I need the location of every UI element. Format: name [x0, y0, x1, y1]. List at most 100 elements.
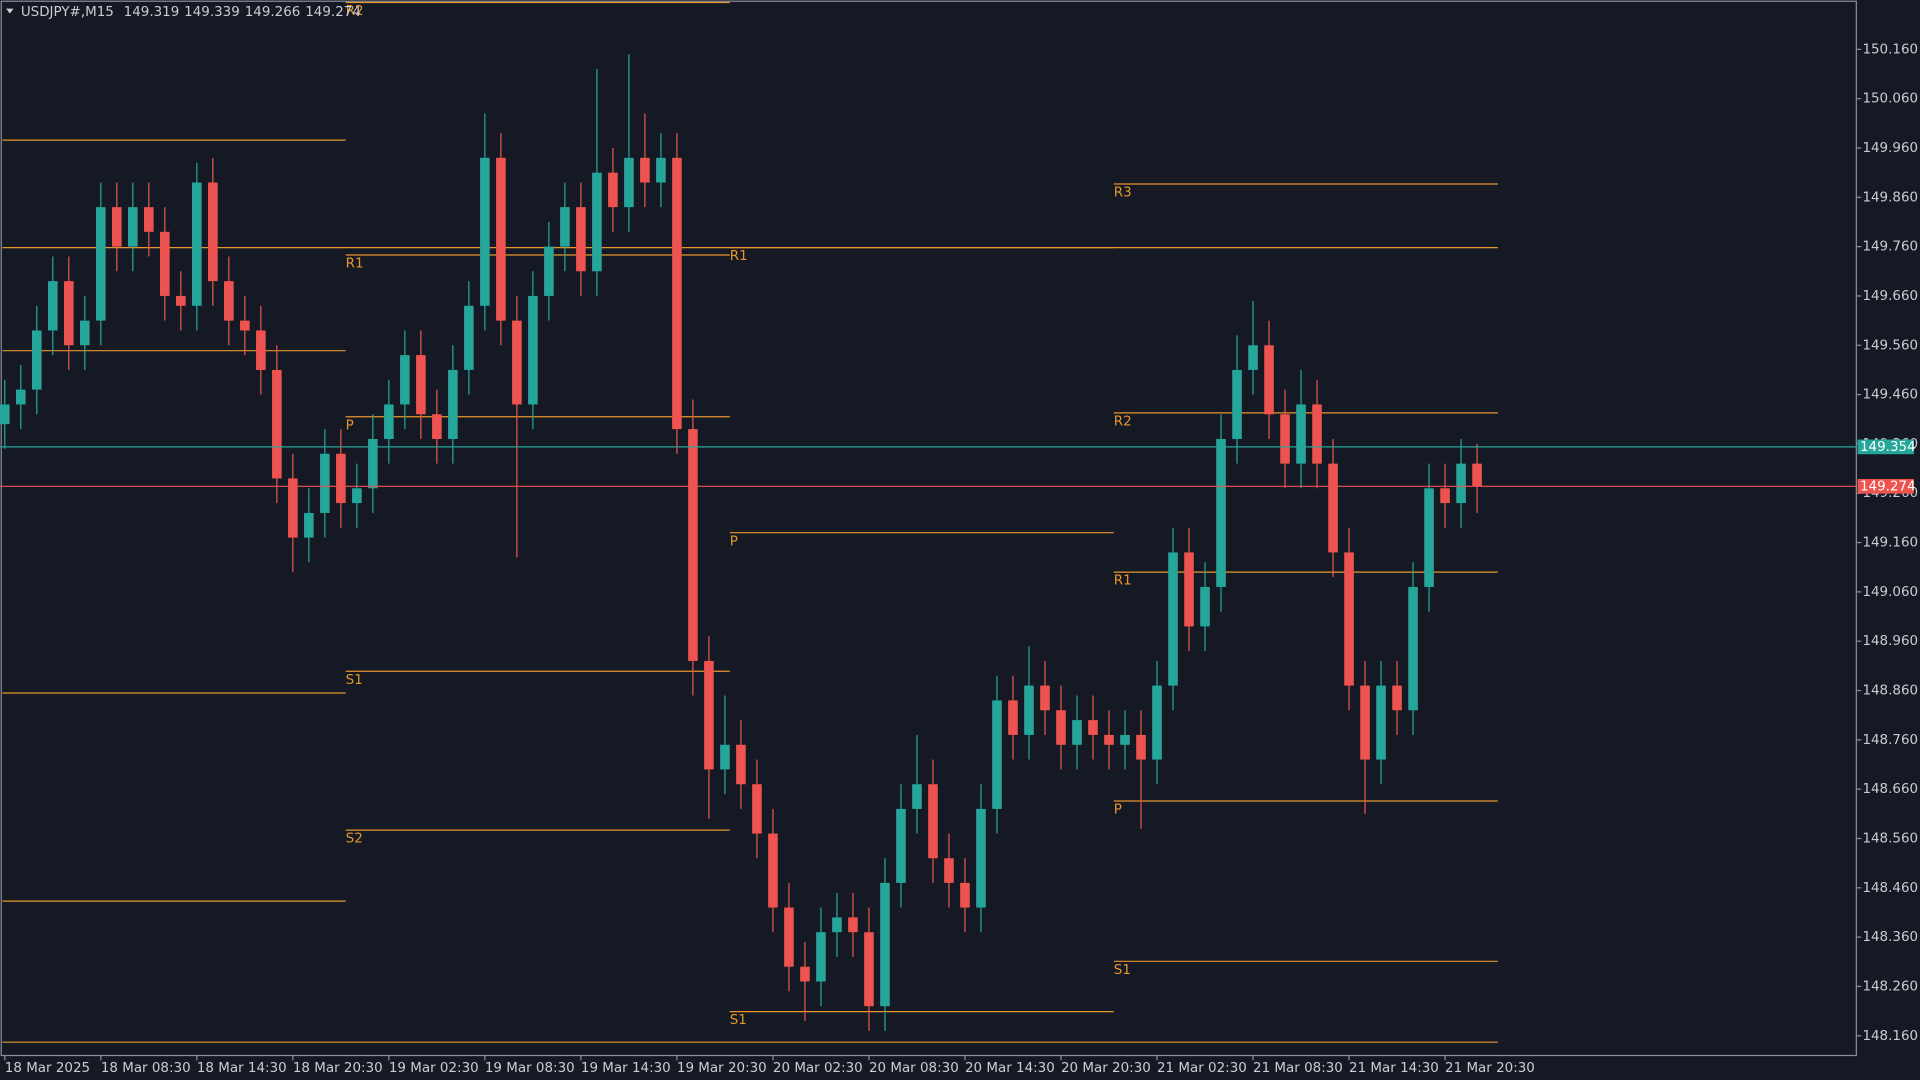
- menu-arrow[interactable]: [6, 8, 14, 14]
- y-tick-label: 148.260: [1862, 979, 1918, 994]
- candle-body: [1408, 586, 1418, 711]
- plot-frame: [0, 0, 1857, 1057]
- candle-body: [192, 182, 202, 306]
- candle-body: [0, 404, 10, 425]
- candle-body: [144, 207, 154, 232]
- candle-body: [752, 784, 762, 834]
- candle-body: [1024, 685, 1034, 735]
- y-tick-label: 148.460: [1862, 881, 1918, 896]
- candle-body: [272, 369, 282, 479]
- candle-body: [928, 784, 938, 859]
- header-high: 149.339: [184, 5, 240, 20]
- x-tick-label: 19 Mar 02:30: [389, 1061, 479, 1076]
- candle-body: [1264, 345, 1274, 415]
- candle-body: [1440, 488, 1450, 504]
- candle-body: [1296, 404, 1306, 464]
- x-tick-label: 21 Mar 02:30: [1157, 1061, 1247, 1076]
- y-tick-label: 148.960: [1862, 634, 1918, 649]
- candle-body: [1104, 734, 1114, 745]
- candle-body: [240, 320, 250, 331]
- candle-body: [992, 700, 1002, 809]
- candle-body: [1232, 369, 1242, 439]
- candle-body: [256, 330, 266, 370]
- candle-body: [864, 932, 874, 1007]
- pivot-label: S1: [730, 1013, 747, 1028]
- candle-body: [64, 281, 74, 346]
- candle-body: [1200, 586, 1210, 627]
- candle-body: [112, 207, 122, 247]
- candle-body: [1040, 685, 1050, 711]
- candle-body: [1056, 710, 1066, 745]
- y-tick-label: 149.660: [1862, 289, 1918, 304]
- header-low: 149.266: [245, 5, 301, 20]
- candle-body: [1072, 720, 1082, 745]
- pivot-label: S1: [1114, 963, 1131, 978]
- x-tick-label: 21 Mar 14:30: [1349, 1061, 1439, 1076]
- candle-body: [832, 917, 842, 933]
- pivot-label: S1: [346, 673, 363, 688]
- candle-body: [800, 966, 810, 982]
- candle-body: [720, 744, 730, 770]
- candle-body: [128, 207, 138, 247]
- candle-body: [784, 907, 794, 967]
- candle-body: [1248, 345, 1258, 370]
- pivot-label: R1: [730, 249, 748, 264]
- candle-body: [1472, 463, 1482, 487]
- y-tick-label: 148.560: [1862, 831, 1918, 846]
- candle-body: [624, 157, 634, 208]
- pivot-label: R2: [346, 4, 364, 19]
- candle-body: [896, 808, 906, 883]
- x-tick-label: 18 Mar 08:30: [101, 1061, 191, 1076]
- pivot-label: R2: [1114, 414, 1132, 429]
- candle-body: [224, 281, 234, 321]
- candle-body: [1456, 463, 1466, 504]
- candle-body: [976, 808, 986, 908]
- candle-body: [48, 281, 58, 331]
- pivot-label: R3: [1114, 186, 1132, 201]
- candle-body: [480, 157, 490, 306]
- pivot-label: P: [730, 534, 738, 549]
- x-tick-label: 20 Mar 02:30: [773, 1061, 863, 1076]
- candle-body: [1184, 552, 1194, 627]
- candle-body: [400, 355, 410, 405]
- y-tick-label: 148.360: [1862, 930, 1918, 945]
- candle-body: [576, 207, 586, 272]
- candle-body: [80, 320, 90, 346]
- x-tick-label: 20 Mar 20:30: [1061, 1061, 1151, 1076]
- pivot-label: R1: [1114, 574, 1132, 589]
- y-tick-label: 149.760: [1862, 240, 1918, 255]
- candle-body: [464, 305, 474, 370]
- y-tick-label: 148.660: [1862, 782, 1918, 797]
- candle-body: [1424, 488, 1434, 587]
- candle-body: [384, 404, 394, 439]
- x-tick-label: 20 Mar 08:30: [869, 1061, 959, 1076]
- candle-body: [352, 488, 362, 504]
- y-tick-label: 150.060: [1862, 92, 1918, 107]
- candle-body: [1280, 414, 1290, 464]
- candle-body: [1168, 552, 1178, 686]
- candle-body: [1360, 685, 1370, 760]
- candle-body: [1152, 685, 1162, 760]
- candle-body: [320, 453, 330, 513]
- pivot-label: P: [346, 418, 354, 433]
- header-open: 149.319: [124, 5, 180, 20]
- candle-body: [640, 157, 650, 183]
- candle-body: [528, 295, 538, 405]
- x-tick-label: 19 Mar 14:30: [581, 1061, 671, 1076]
- x-tick-label: 18 Mar 14:30: [197, 1061, 287, 1076]
- candle-body: [1312, 404, 1322, 464]
- candle-body: [1008, 700, 1018, 735]
- candle-body: [1328, 463, 1338, 553]
- price-tag: [1857, 478, 1914, 494]
- x-tick-label: 19 Mar 08:30: [485, 1061, 575, 1076]
- y-tick-label: 148.860: [1862, 684, 1918, 699]
- y-tick-label: 149.060: [1862, 585, 1918, 600]
- candle-body: [1216, 438, 1226, 587]
- y-tick-label: 148.160: [1862, 1029, 1918, 1044]
- pivot-label: S2: [346, 832, 363, 847]
- candle-body: [560, 207, 570, 247]
- plot-area: R2 R1 P S1 S2 R1 P S1 R3 R2 R1 P S1: [0, 1, 1498, 1043]
